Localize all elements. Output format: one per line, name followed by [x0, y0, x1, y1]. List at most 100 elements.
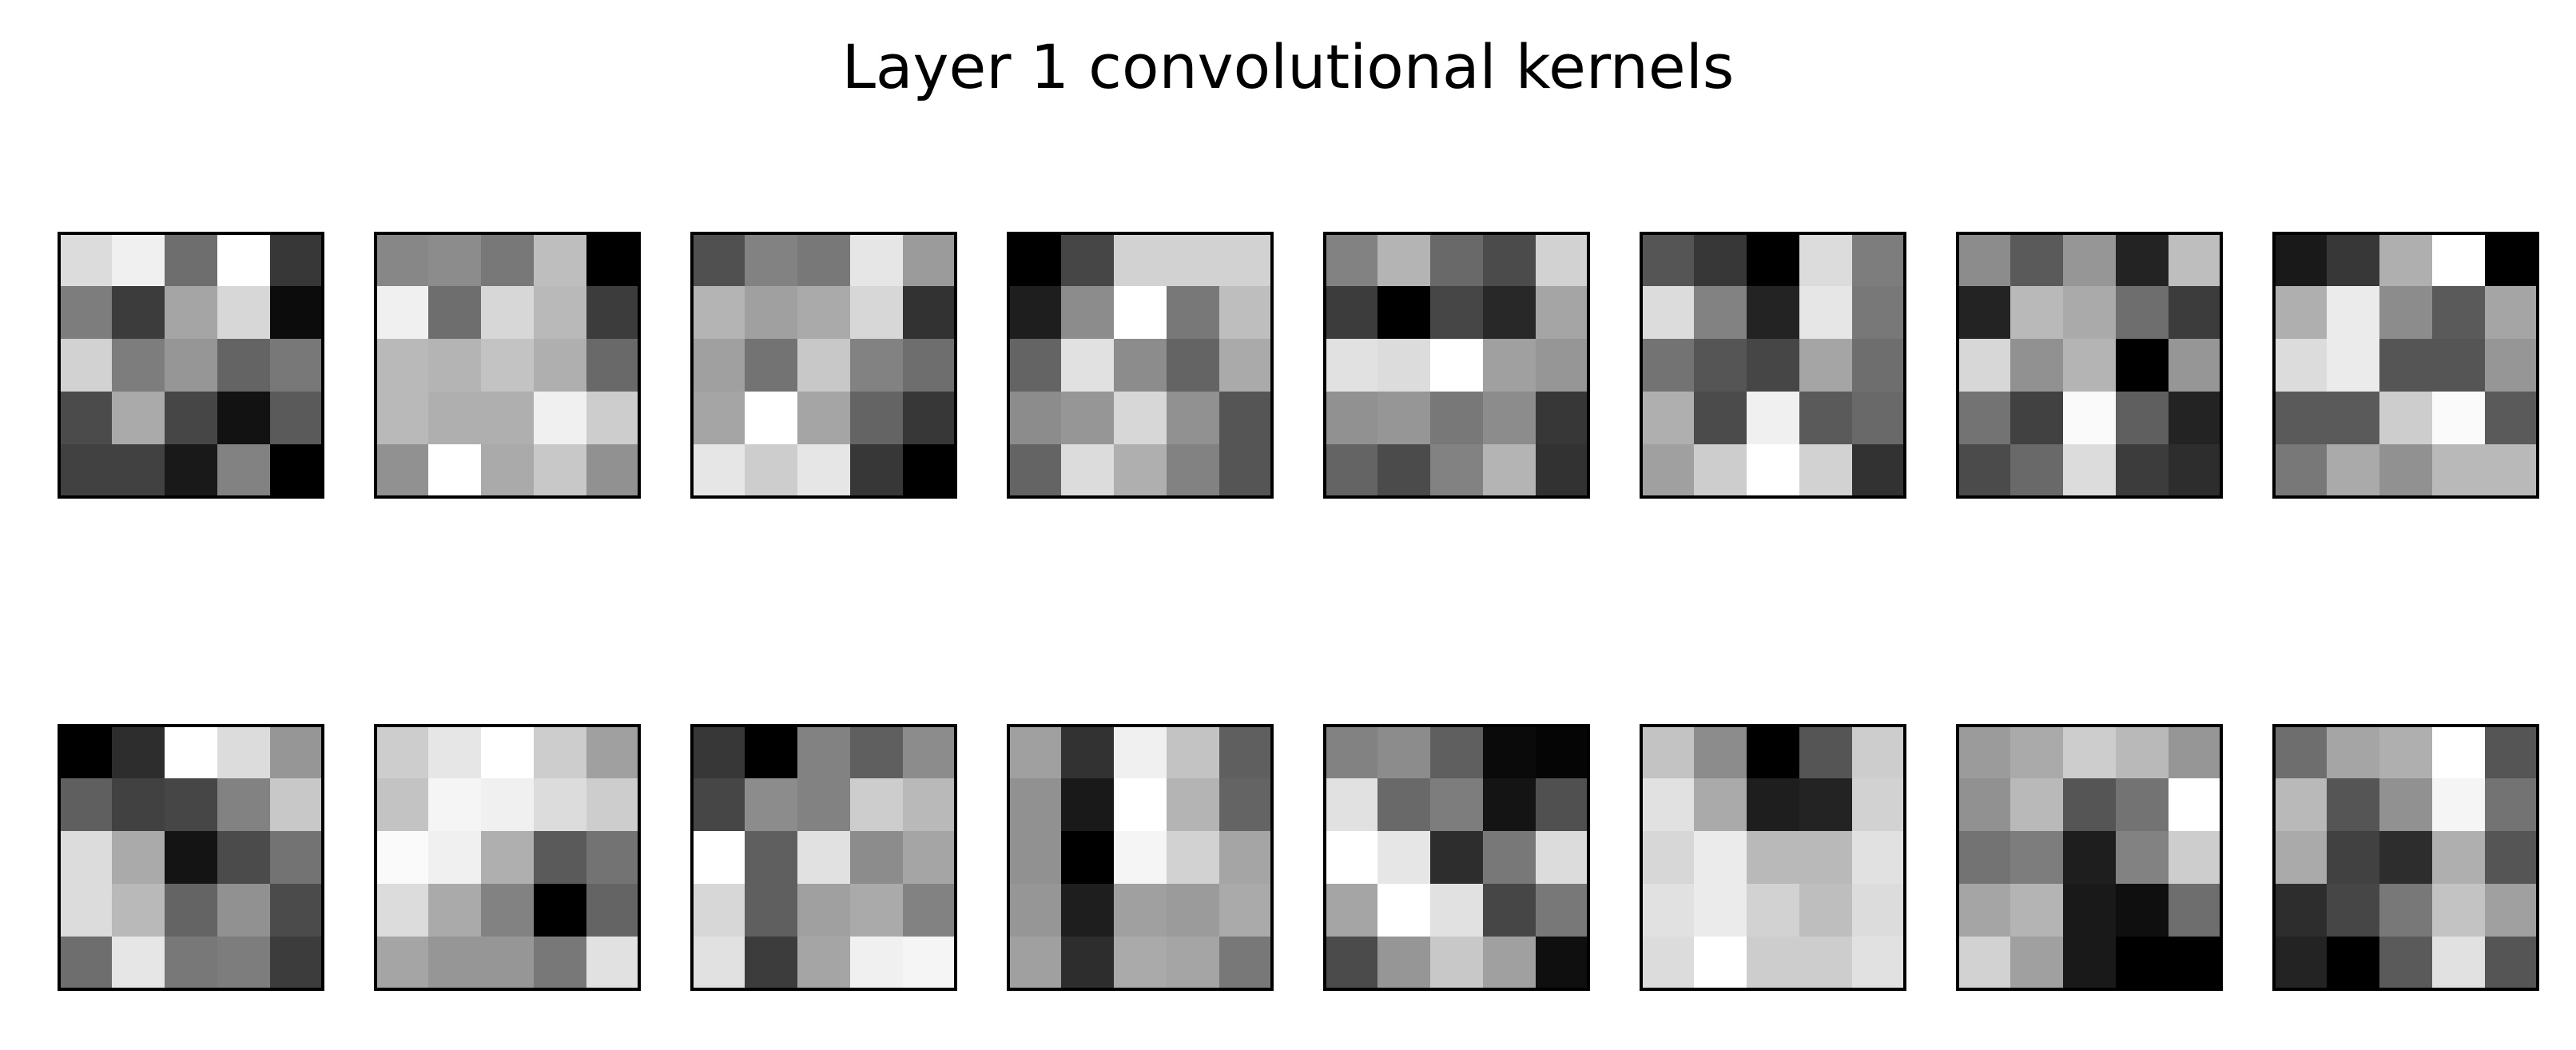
kernel-cell [217, 778, 271, 832]
kernel-cell [2010, 778, 2064, 832]
kernel-cell [745, 286, 798, 340]
kernel-cell [1483, 831, 1536, 885]
kernel-cell [2063, 286, 2117, 340]
kernel-cell [850, 726, 904, 779]
kernel-cell [270, 233, 324, 287]
kernel-cell [376, 778, 429, 832]
kernel-cell [1430, 726, 1484, 779]
kernel-cell [1430, 286, 1484, 340]
kernel-cell [1061, 937, 1115, 990]
kernel-cell [1536, 392, 1589, 445]
kernel-cell [850, 937, 904, 990]
kernel-cell [1641, 339, 1695, 392]
kernel-cell [112, 233, 165, 287]
kernel-cell [1799, 286, 1853, 340]
kernel-cell [1958, 233, 2011, 287]
kernel-cell [1325, 444, 1378, 498]
kernel-cell [745, 831, 798, 885]
kernel-cell [1430, 233, 1484, 287]
kernel-cell [2432, 286, 2486, 340]
kernel-cell [2274, 884, 2328, 937]
kernel-cell [1694, 778, 1747, 832]
kernel-cell [59, 778, 113, 832]
kernel-cell [534, 233, 587, 287]
kernel-cell [903, 339, 956, 392]
kernel-cell [850, 392, 904, 445]
kernel-cell [1167, 831, 1220, 885]
kernel-cell [1325, 831, 1378, 885]
kernel-cell [745, 392, 798, 445]
kernel-cell [2169, 339, 2222, 392]
kernel-cell [2485, 831, 2538, 885]
kernel-panel-4 [1007, 232, 1274, 499]
kernel-frame [2272, 724, 2539, 991]
kernel-cell [1852, 233, 1906, 287]
kernel-cell [1958, 831, 2011, 885]
kernel-cell [1852, 831, 1906, 885]
kernel-cell [1219, 778, 1273, 832]
kernel-cell [903, 286, 956, 340]
kernel-cell [2116, 726, 2169, 779]
kernel-cell [903, 392, 956, 445]
kernel-cell [59, 392, 113, 445]
kernel-cell [376, 392, 429, 445]
kernel-cell [1430, 884, 1484, 937]
kernel-cell [903, 726, 956, 779]
kernel-cell [428, 831, 482, 885]
kernel-cell [1641, 286, 1695, 340]
chart-title: Layer 1 convolutional kernels [842, 31, 1735, 102]
kernel-cell [428, 726, 482, 779]
kernel-cell [2010, 286, 2064, 340]
kernel-cell [1694, 831, 1747, 885]
kernel-cell [1325, 339, 1378, 392]
kernel-cell [2116, 233, 2169, 287]
kernel-panel-8 [2272, 232, 2539, 499]
kernel-cell [428, 444, 482, 498]
kernel-cell [1958, 286, 2011, 340]
kernel-cell [2485, 339, 2538, 392]
kernel-cell [2327, 339, 2380, 392]
kernel-frame [58, 232, 324, 499]
kernel-cell [217, 937, 271, 990]
kernel-cell [1114, 233, 1167, 287]
kernel-cell [1694, 392, 1747, 445]
kernel-cell [270, 831, 324, 885]
kernel-cell [2010, 392, 2064, 445]
kernel-cell [112, 778, 165, 832]
kernel-panel-9 [58, 724, 324, 991]
kernel-cell [534, 831, 587, 885]
kernel-cell [1958, 884, 2011, 937]
kernel-cell [1167, 444, 1220, 498]
kernel-cell [1377, 778, 1431, 832]
kernel-cell [903, 884, 956, 937]
kernel-cell [217, 444, 271, 498]
kernel-cell [1694, 726, 1747, 779]
kernel-cell [59, 339, 113, 392]
kernel-cell [270, 778, 324, 832]
kernel-cell [1061, 831, 1115, 885]
kernel-cell [1061, 444, 1115, 498]
kernel-panel-16 [2272, 724, 2539, 991]
kernel-cell [1114, 831, 1167, 885]
kernel-cell [2116, 339, 2169, 392]
kernel-panel-12 [1007, 724, 1274, 991]
kernel-cell [2485, 726, 2538, 779]
kernel-cell [481, 392, 535, 445]
kernel-cell [1061, 233, 1115, 287]
kernel-cell [745, 884, 798, 937]
kernel-cell [1219, 444, 1273, 498]
kernel-cell [1852, 339, 1906, 392]
kernel-cell [2379, 778, 2433, 832]
kernel-frame [1956, 724, 2223, 991]
kernel-frame [1007, 724, 1274, 991]
kernel-cell [1430, 339, 1484, 392]
kernel-frame [374, 232, 641, 499]
kernel-cell [1747, 831, 1800, 885]
kernel-cell [1852, 884, 1906, 937]
kernel-cell [2169, 831, 2222, 885]
kernel-cell [2010, 339, 2064, 392]
kernel-cell [1008, 884, 1062, 937]
kernel-cell [2116, 831, 2169, 885]
kernel-cell [270, 884, 324, 937]
kernel-frame [58, 724, 324, 991]
